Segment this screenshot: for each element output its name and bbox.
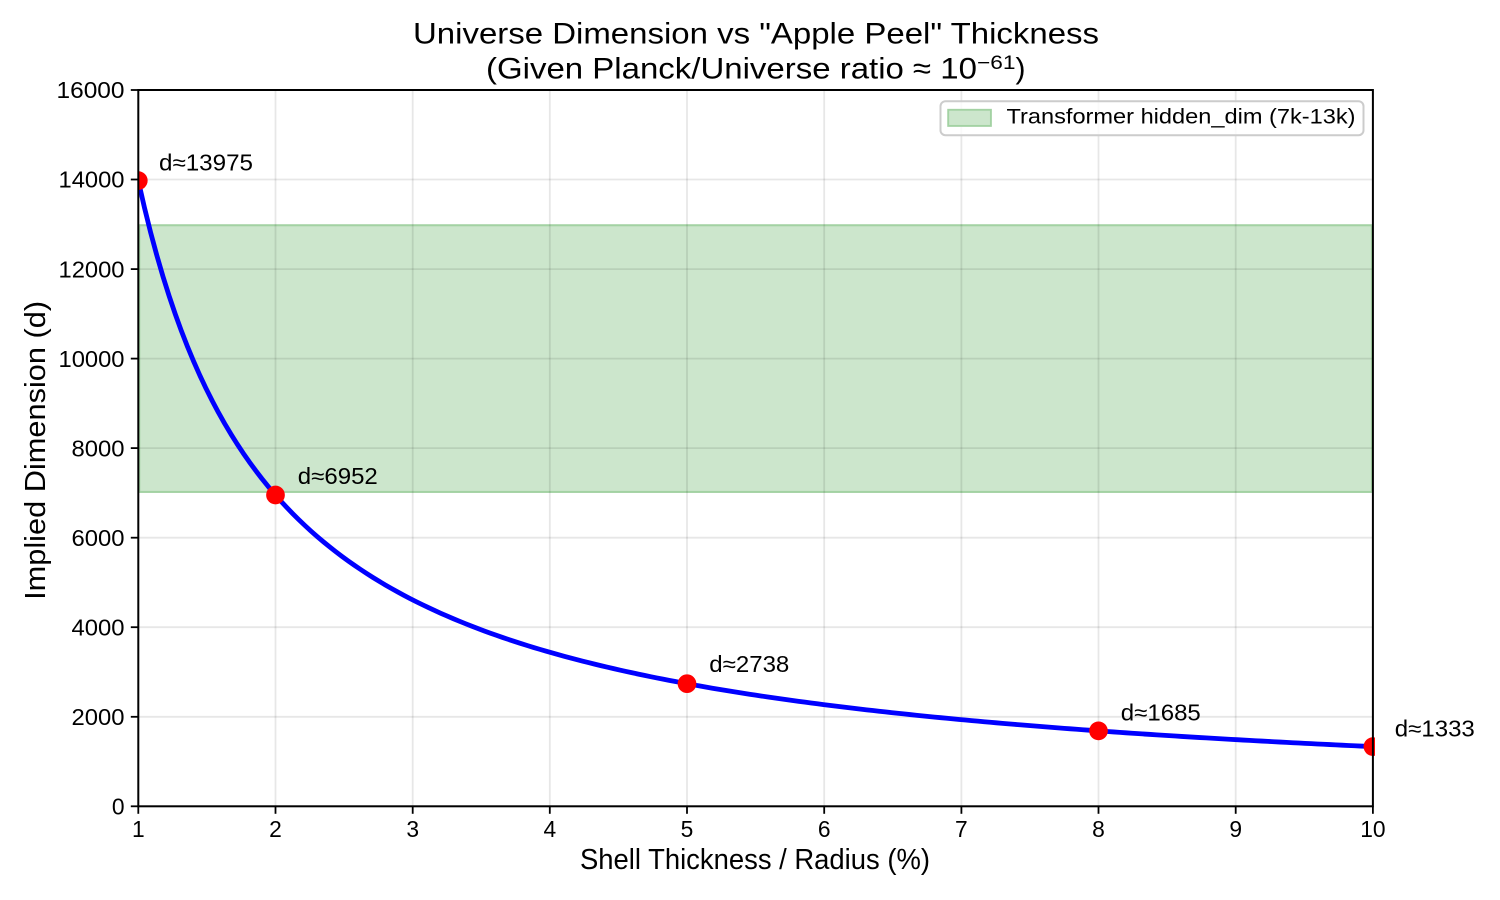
svg-text:8: 8 xyxy=(1092,816,1105,842)
svg-text:6000: 6000 xyxy=(72,525,125,551)
svg-text:2000: 2000 xyxy=(72,704,125,730)
svg-text:5: 5 xyxy=(681,816,694,842)
svg-text:d≈13975: d≈13975 xyxy=(159,150,253,176)
svg-text:): ) xyxy=(1016,53,1026,86)
svg-text:1: 1 xyxy=(132,816,145,842)
svg-text:Implied Dimension (d): Implied Dimension (d) xyxy=(20,301,52,600)
svg-text:(Given Planck/Universe ratio ≈: (Given Planck/Universe ratio ≈ 10 xyxy=(486,53,977,86)
svg-text:d≈1333: d≈1333 xyxy=(1395,716,1475,742)
svg-text:Transformer hidden_dim (7k-13k: Transformer hidden_dim (7k-13k) xyxy=(1007,106,1356,129)
svg-text:2: 2 xyxy=(269,816,282,842)
svg-text:3: 3 xyxy=(406,816,419,842)
svg-text:d≈2738: d≈2738 xyxy=(709,651,789,677)
svg-text:8000: 8000 xyxy=(72,435,125,461)
svg-text:d≈1685: d≈1685 xyxy=(1121,700,1201,726)
svg-text:16000: 16000 xyxy=(57,77,125,103)
svg-text:Universe Dimension vs "Apple P: Universe Dimension vs "Apple Peel" Thick… xyxy=(413,18,1099,51)
svg-text:Shell Thickness / Radius (%): Shell Thickness / Radius (%) xyxy=(580,844,930,876)
svg-text:−61: −61 xyxy=(977,53,1016,74)
svg-text:14000: 14000 xyxy=(59,167,125,193)
svg-text:12000: 12000 xyxy=(59,256,125,282)
svg-text:4000: 4000 xyxy=(72,614,125,640)
svg-text:0: 0 xyxy=(112,794,125,820)
svg-text:d≈6952: d≈6952 xyxy=(298,463,378,489)
svg-text:10000: 10000 xyxy=(59,346,125,372)
svg-text:10: 10 xyxy=(1360,816,1385,842)
svg-text:7: 7 xyxy=(955,816,968,842)
svg-text:9: 9 xyxy=(1229,816,1242,842)
svg-text:4: 4 xyxy=(543,816,556,842)
svg-text:6: 6 xyxy=(818,816,831,842)
